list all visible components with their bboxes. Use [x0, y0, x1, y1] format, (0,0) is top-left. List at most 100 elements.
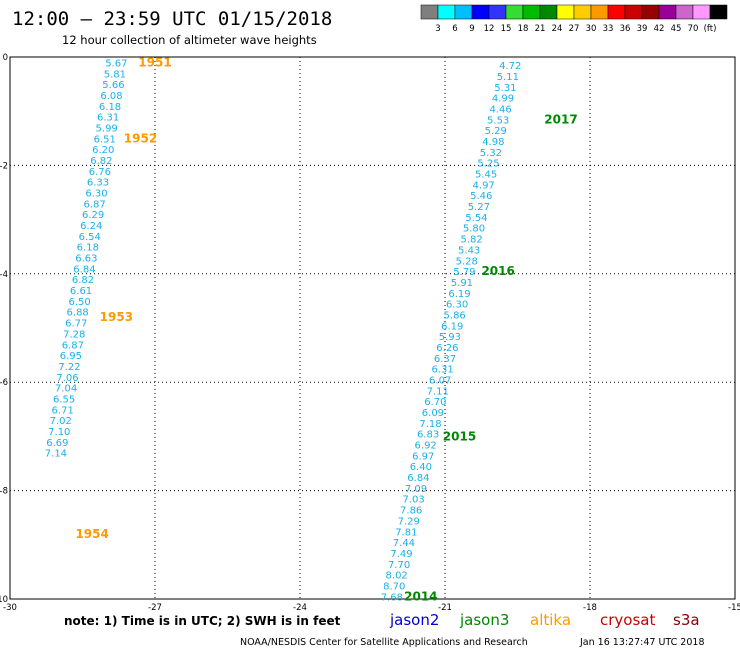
wave-height-point: 6.20: [92, 145, 114, 156]
wave-height-point: 6.40: [410, 462, 432, 473]
wave-height-point: 6.09: [422, 408, 444, 419]
wave-height-point: 6.84: [73, 264, 95, 275]
colorbar-label: 24: [552, 24, 563, 34]
pass-time-label: 2017: [544, 112, 577, 126]
wave-height-point: 6.31: [97, 113, 119, 124]
wave-height-point: 5.43: [458, 245, 480, 256]
colorbar-label: 3: [435, 24, 440, 34]
wave-height-point: 5.93: [439, 332, 461, 343]
wave-height-point: 7.86: [400, 506, 422, 517]
colorbar-swatch: [539, 4, 558, 20]
x-tick-label: -27: [148, 603, 162, 613]
colorbar-label: 18: [518, 24, 529, 34]
colorbar-label: 6: [452, 24, 457, 34]
satellite-legend-altika: altika: [530, 611, 571, 629]
wave-height-point: 6.63: [75, 254, 97, 265]
wave-height-point: 5.46: [470, 191, 492, 202]
wave-height-point: 5.67: [105, 58, 127, 69]
wave-height-point: 5.86: [444, 310, 466, 321]
wave-height-point: 7.11: [427, 386, 449, 397]
wave-height-point: 7.28: [63, 329, 85, 340]
wave-height-point: 4.99: [492, 94, 514, 105]
wave-height-point: 6.51: [94, 134, 116, 145]
wave-height-point: 6.18: [77, 243, 99, 254]
x-tick-label: -21: [438, 603, 452, 613]
colorbar-swatch: [590, 4, 609, 20]
wave-height-point: 6.26: [436, 343, 458, 354]
wave-height-point: 4.46: [489, 104, 511, 115]
pass-time-label: 2016: [481, 264, 514, 278]
wave-height-point: 5.53: [487, 115, 509, 126]
wave-height-point: 5.32: [480, 148, 502, 159]
wave-height-point: 5.28: [456, 256, 478, 267]
colorbar-swatch: [488, 4, 507, 20]
colorbar-legend: 3 6 9 12 15 18 21 24 27 30 33 36 39 42 45 70 (ft): [420, 4, 728, 34]
y-tick-label: 0: [3, 53, 8, 63]
satellite-legend-jason2: jason2: [389, 611, 439, 629]
y-tick-label: -10: [0, 595, 8, 605]
wave-height-point: 6.97: [412, 451, 434, 462]
colorbar-swatch: [522, 4, 541, 20]
wave-height-point: 7.06: [56, 373, 78, 384]
wave-height-point: 7.14: [45, 449, 67, 460]
wave-height-point: 6.83: [417, 430, 439, 441]
colorbar-swatch: [692, 4, 711, 20]
colorbar-label: 15: [501, 24, 512, 34]
wave-height-point: 8.70: [383, 581, 405, 592]
wave-height-points: 5.675.815.666.086.186.315.996.516.206.82…: [45, 58, 522, 603]
wave-height-point: 5.25: [477, 159, 499, 170]
x-tick-label: -30: [3, 603, 17, 613]
wave-height-point: 6.30: [85, 189, 107, 200]
y-tick-label: -4: [0, 270, 8, 280]
colorbar-label: 70: [688, 24, 699, 34]
wave-height-point: 6.07: [429, 375, 451, 386]
wave-height-point: 5.27: [468, 202, 490, 213]
page-subtitle: 12 hour collection of altimeter wave hei…: [62, 33, 317, 47]
wave-height-point: 6.30: [446, 300, 468, 311]
colorbar-label: 39: [637, 24, 648, 34]
x-tick-label: -18: [583, 603, 597, 613]
colorbar-label: (ft): [704, 24, 717, 34]
colorbar-label: 12: [484, 24, 495, 34]
wave-height-point: 4.98: [482, 137, 504, 148]
wave-height-point: 6.54: [79, 232, 101, 243]
wave-height-point: 7.29: [398, 516, 420, 527]
wave-height-point: 6.18: [99, 102, 121, 113]
wave-height-point: 7.70: [388, 560, 410, 571]
wave-height-point: 6.76: [89, 167, 111, 178]
wave-height-point: 6.87: [62, 340, 84, 351]
grid-lines: [10, 57, 735, 599]
wave-height-point: 6.24: [80, 221, 102, 232]
colorbar-label: 30: [586, 24, 597, 34]
y-tick-label: -6: [0, 378, 8, 388]
colorbar-swatch: [437, 4, 456, 20]
wave-height-point: 6.82: [72, 275, 94, 286]
colorbar-label: 9: [469, 24, 474, 34]
y-axis-ticks: 0 -2 -4 -6 -8 -10: [0, 53, 8, 605]
wave-height-point: 5.81: [104, 69, 126, 80]
wave-height-point: 6.19: [441, 321, 463, 332]
wave-height-point: 6.70: [424, 397, 446, 408]
wave-height-point: 5.91: [451, 278, 473, 289]
colorbar-swatch: [709, 4, 728, 20]
wave-height-point: 5.31: [494, 83, 516, 94]
wave-height-point: 6.88: [67, 308, 89, 319]
wave-height-point: 6.92: [415, 441, 437, 452]
pass-time-label: 1952: [124, 131, 157, 145]
pass-labels: 1951 1952 1953 1954 2017 2016 2015 2014: [75, 55, 577, 603]
y-tick-label: -2: [0, 161, 8, 171]
wave-height-point: 6.55: [53, 394, 75, 405]
satellite-legend: jason2 jason3 altika cryosat s3a: [389, 611, 700, 629]
wave-height-point: 5.54: [465, 213, 487, 224]
colorbar-swatch: [624, 4, 643, 20]
colorbar-swatch: [420, 4, 439, 20]
wave-height-point: 6.71: [52, 405, 74, 416]
pass-time-label: 1954: [75, 527, 108, 541]
colorbar-swatch: [641, 4, 660, 20]
page-title: 12:00 – 23:59 UTC 01/15/2018: [12, 8, 332, 30]
satellite-legend-jason3: jason3: [459, 611, 509, 629]
colorbar-swatch: [454, 4, 473, 20]
x-tick-label: -24: [293, 603, 307, 613]
colorbar-label: 42: [654, 24, 665, 34]
